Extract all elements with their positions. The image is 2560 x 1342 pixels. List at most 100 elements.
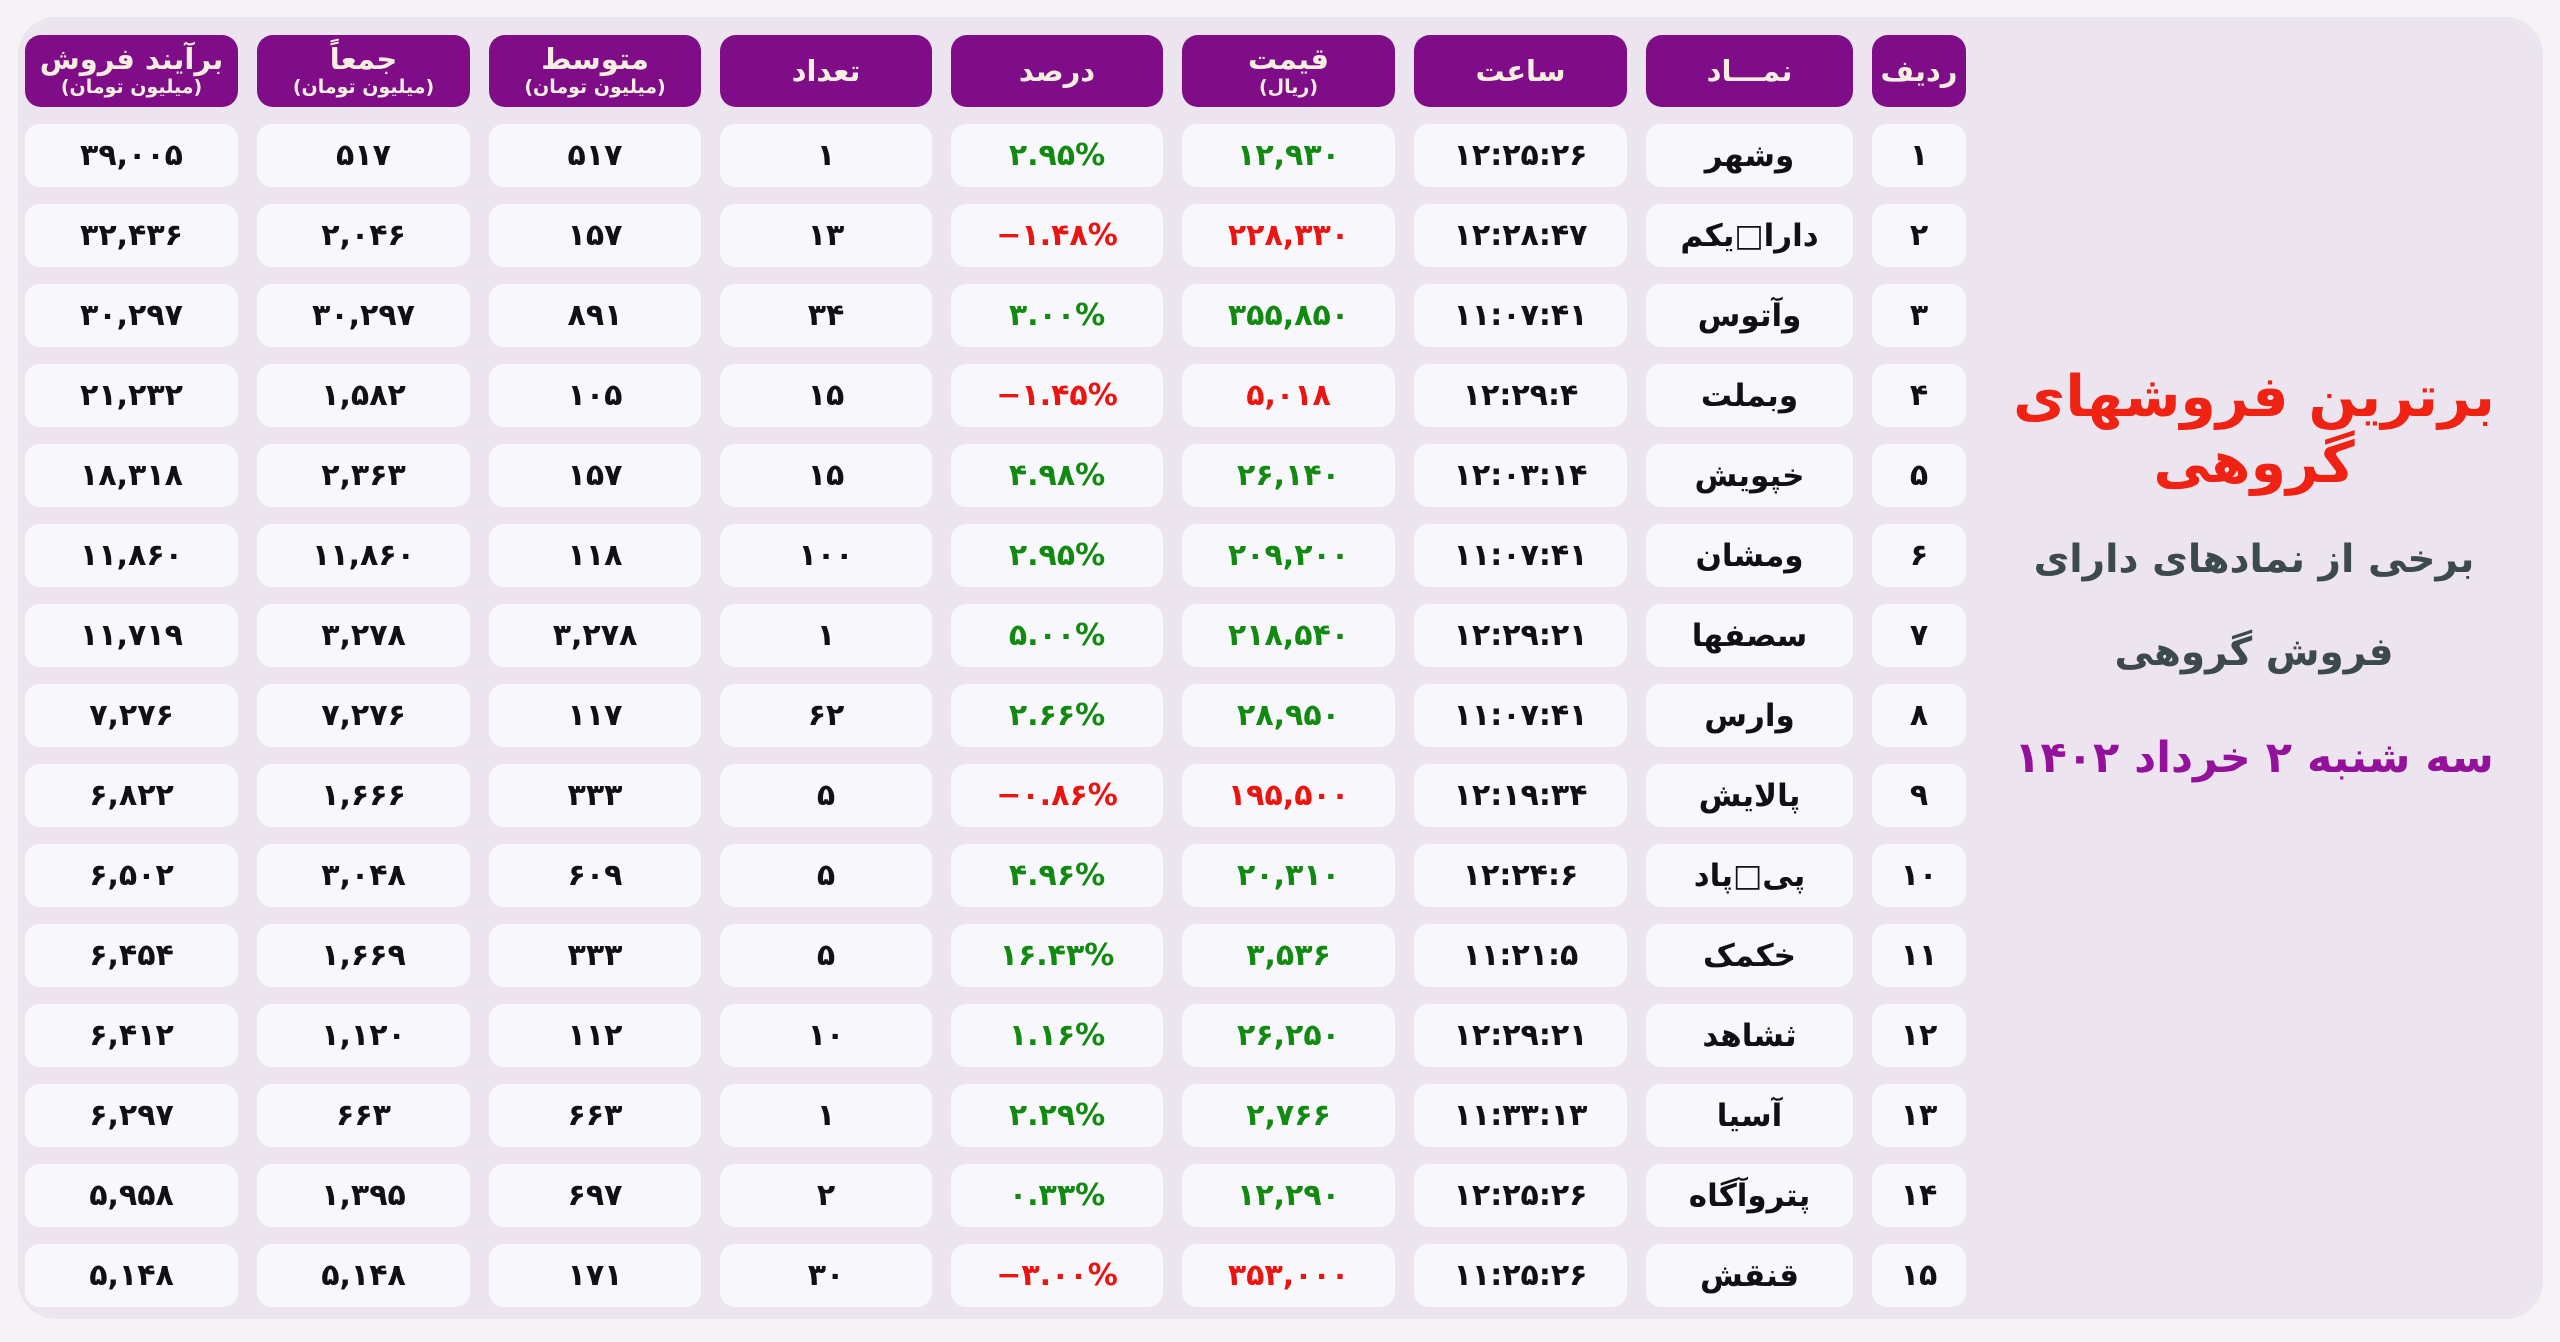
cell-value: وبملت — [1700, 377, 1799, 414]
cell-value: ۳۳۳ — [567, 938, 623, 973]
column-header-count: تعداد — [720, 35, 932, 107]
cell-rank: ۷ — [1872, 604, 1966, 667]
cell-net: ۵,۱۴۸ — [25, 1244, 238, 1307]
cell-value: پی□پاد — [1693, 857, 1806, 894]
cell-value: ۷,۲۷۶ — [321, 698, 406, 733]
cell-value: وارس — [1704, 697, 1795, 734]
cell-value: ۱,۶۶۹ — [321, 938, 406, 973]
cell-rank: ۱۰ — [1872, 844, 1966, 907]
cell-value: ۳,۰۴۸ — [321, 858, 406, 893]
cell-count: ۳۴ — [720, 284, 932, 347]
column-label: قیمت — [1248, 42, 1329, 77]
cell-value: ۳۵۵,۸۵۰ — [1227, 298, 1350, 333]
cell-rank: ۹ — [1872, 764, 1966, 827]
cell-rank: ۱۵ — [1872, 1244, 1966, 1307]
cell-price: ۵,۰۱۸ — [1182, 364, 1395, 427]
cell-value: ۱۴ — [1900, 1178, 1938, 1213]
cell-average: ۱۱۷ — [489, 684, 701, 747]
cell-count: ۱ — [720, 1084, 932, 1147]
cell-value: ۶,۴۵۴ — [89, 938, 174, 973]
cell-time: ۱۱:۰۷:۴۱ — [1414, 284, 1627, 347]
cell-value: خکمک — [1703, 937, 1796, 974]
cell-percent: ۵.۰۰% — [951, 604, 1163, 667]
cell-value: ۵ — [816, 778, 836, 813]
cell-value: ۲۸,۹۵۰ — [1237, 698, 1340, 733]
cell-percent: ۲.۲۹% — [951, 1084, 1163, 1147]
cell-value: ۲.۲۹% — [1008, 1098, 1106, 1133]
cell-value: ۳,۲۷۸ — [552, 618, 638, 653]
cell-value: ۲۱,۲۳۲ — [80, 378, 183, 413]
cell-value: ۱۱ — [1900, 938, 1938, 973]
cell-total: ۱,۶۶۹ — [257, 924, 470, 987]
cell-symbol: وبملت — [1646, 364, 1853, 427]
column-header-net: برآیند فروش (میلیون تومان) — [25, 35, 238, 107]
cell-average: ۱۰۵ — [489, 364, 701, 427]
cell-value: ۵,۰۱۸ — [1246, 378, 1331, 413]
column-header-symbol: نمـــاد — [1646, 35, 1853, 107]
cell-value: ۱ — [816, 618, 836, 653]
cell-value: ۲.۶۶% — [1008, 698, 1106, 733]
cell-value: آسیا — [1716, 1097, 1783, 1134]
cell-average: ۳۳۳ — [489, 924, 701, 987]
report-panel: ردیف نمـــاد ساعت قیمت (ریال) درصد تعداد متوسط(… — [18, 17, 2543, 1319]
cell-value: ۲۱۸,۵۴۰ — [1227, 618, 1350, 653]
cell-price: ۲۰,۳۱۰ — [1182, 844, 1395, 907]
cell-value: ۳۰,۲۹۷ — [312, 298, 415, 333]
cell-value: ۶۲ — [807, 698, 845, 733]
cell-net: ۱۸,۳۱۸ — [25, 444, 238, 507]
cell-value: ۷ — [1909, 618, 1929, 653]
cell-value: ومشان — [1695, 537, 1804, 574]
cell-value: ۲,۰۴۶ — [321, 218, 406, 253]
cell-percent: −۳.۰۰% — [951, 1244, 1163, 1307]
cell-value: ۱۲,۹۳۰ — [1237, 138, 1340, 173]
column-label: جمعاً — [329, 42, 398, 77]
cell-net: ۳۲,۴۳۶ — [25, 204, 238, 267]
cell-value: ۱۱,۸۶۰ — [80, 538, 183, 573]
cell-value: ۳۳۳ — [567, 778, 623, 813]
cell-value: ۱,۶۶۶ — [321, 778, 406, 813]
cell-value: ۵ — [816, 938, 836, 973]
cell-value: ۵,۱۴۸ — [89, 1258, 174, 1293]
cell-time: ۱۲:۲۹:۴ — [1414, 364, 1627, 427]
cell-value: ۱.۱۶% — [1008, 1018, 1106, 1053]
cell-value: ۶۶۳ — [567, 1098, 623, 1133]
cell-value: ۱۶.۴۳% — [999, 938, 1115, 973]
cell-symbol: دارا□یکم — [1646, 204, 1853, 267]
cell-value: ۲۲۸,۳۳۰ — [1227, 218, 1350, 253]
cell-value: ۳۰ — [807, 1258, 845, 1293]
cell-value: ۴ — [1909, 378, 1929, 413]
column-label: متوسط — [541, 42, 649, 77]
cell-value: ۳۹,۰۰۵ — [80, 138, 183, 173]
cell-time: ۱۱:۰۷:۴۱ — [1414, 684, 1627, 747]
heading-block: برترین فروشهای گروهی برخی از نمادهای دار… — [1968, 364, 2540, 783]
cell-percent: ۲.۹۵% — [951, 524, 1163, 587]
cell-value: ۲۰,۳۱۰ — [1237, 858, 1340, 893]
cell-price: ۱۲,۲۹۰ — [1182, 1164, 1395, 1227]
cell-value: ۵۱۷ — [336, 138, 391, 173]
cell-count: ۱ — [720, 124, 932, 187]
cell-value: ۳۴ — [807, 298, 845, 333]
cell-symbol: ومشان — [1646, 524, 1853, 587]
cell-value: ۲۶,۲۵۰ — [1237, 1018, 1340, 1053]
cell-value: ۴.۹۸% — [1008, 458, 1106, 493]
cell-count: ۱۵ — [720, 364, 932, 427]
cell-rank: ۸ — [1872, 684, 1966, 747]
cell-time: ۱۱:۳۳:۱۳ — [1414, 1084, 1627, 1147]
cell-average: ۱۱۲ — [489, 1004, 701, 1067]
cell-value: ۳۲,۴۳۶ — [80, 218, 183, 253]
cell-price: ۲,۷۶۶ — [1182, 1084, 1395, 1147]
cell-value: ۶,۴۱۲ — [89, 1018, 174, 1053]
cell-value: ۱۲:۱۹:۳۴ — [1453, 778, 1588, 813]
column-unit: (میلیون تومان) — [60, 75, 203, 98]
cell-percent: ۱.۱۶% — [951, 1004, 1163, 1067]
cell-value: ۲۶,۱۴۰ — [1237, 458, 1340, 493]
cell-time: ۱۲:۱۹:۳۴ — [1414, 764, 1627, 827]
cell-value: ۶,۲۹۷ — [89, 1098, 174, 1133]
cell-value: −۰.۸۶% — [996, 778, 1118, 813]
cell-value: ۱۲:۲۵:۲۶ — [1453, 1178, 1588, 1213]
page-title: برترین فروشهای گروهی — [2013, 364, 2495, 496]
cell-net: ۶,۵۰۲ — [25, 844, 238, 907]
cell-price: ۲۰۹,۲۰۰ — [1182, 524, 1395, 587]
cell-net: ۶,۸۲۲ — [25, 764, 238, 827]
cell-time: ۱۱:۰۷:۴۱ — [1414, 524, 1627, 587]
